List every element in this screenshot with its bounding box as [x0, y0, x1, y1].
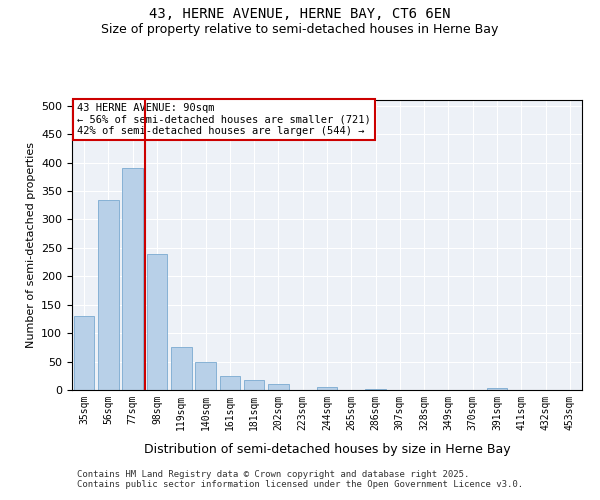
Bar	[74, 316, 94, 390]
Bar	[98, 200, 119, 390]
Bar	[244, 380, 265, 390]
Bar	[268, 384, 289, 390]
Bar	[220, 376, 240, 390]
Text: Contains HM Land Registry data © Crown copyright and database right 2025.
Contai: Contains HM Land Registry data © Crown c…	[77, 470, 523, 490]
Bar	[195, 362, 216, 390]
Bar	[365, 389, 386, 390]
Bar	[146, 254, 167, 390]
Text: Distribution of semi-detached houses by size in Herne Bay: Distribution of semi-detached houses by …	[143, 442, 511, 456]
Text: 43 HERNE AVENUE: 90sqm
← 56% of semi-detached houses are smaller (721)
42% of se: 43 HERNE AVENUE: 90sqm ← 56% of semi-det…	[77, 103, 371, 136]
Text: Size of property relative to semi-detached houses in Herne Bay: Size of property relative to semi-detach…	[101, 22, 499, 36]
Text: 43, HERNE AVENUE, HERNE BAY, CT6 6EN: 43, HERNE AVENUE, HERNE BAY, CT6 6EN	[149, 8, 451, 22]
Bar	[171, 348, 191, 390]
Y-axis label: Number of semi-detached properties: Number of semi-detached properties	[26, 142, 35, 348]
Bar	[487, 388, 508, 390]
Bar	[122, 168, 143, 390]
Bar	[317, 387, 337, 390]
